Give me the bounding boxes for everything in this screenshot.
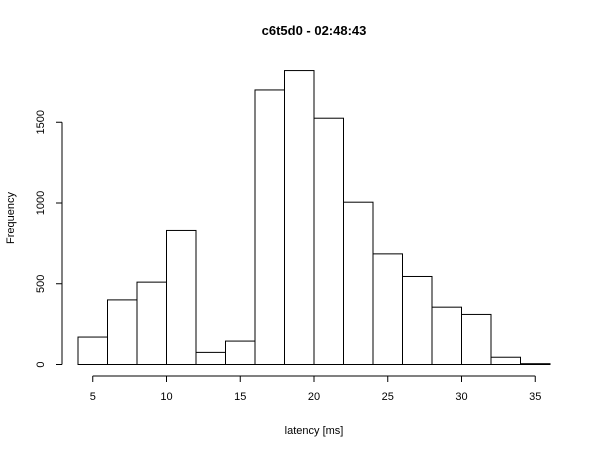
x-tick-label: 30 bbox=[455, 391, 467, 403]
x-tick-label: 5 bbox=[90, 391, 96, 403]
histogram-bar bbox=[225, 340, 256, 365]
y-tick-label: 500 bbox=[35, 275, 47, 293]
y-tick-label: 0 bbox=[35, 361, 47, 367]
x-axis: 5 10 15 20 25 30 35 bbox=[90, 375, 541, 403]
chart-title: c6t5d0 - 02:48:43 bbox=[262, 23, 367, 38]
y-tick-label: 1000 bbox=[35, 191, 47, 215]
histogram-bar bbox=[461, 313, 492, 366]
y-tick-label: 1500 bbox=[35, 110, 47, 134]
histogram-bar bbox=[402, 275, 433, 366]
histogram-bar bbox=[490, 356, 521, 366]
histogram-bar bbox=[431, 306, 462, 366]
y-axis: 0 500 1000 1500 bbox=[35, 110, 63, 368]
y-axis-label: Frequency bbox=[5, 192, 17, 244]
histogram-bar bbox=[284, 70, 315, 365]
histogram-bar bbox=[372, 253, 403, 365]
histogram-bar bbox=[343, 201, 374, 365]
histogram-bar bbox=[107, 299, 138, 365]
histogram-bar bbox=[254, 89, 285, 365]
histogram-bar bbox=[77, 336, 108, 365]
histogram-bar bbox=[166, 229, 197, 365]
x-tick-label: 20 bbox=[308, 391, 320, 403]
x-tick-label: 10 bbox=[160, 391, 172, 403]
bars-group bbox=[77, 70, 551, 366]
x-tick-label: 35 bbox=[529, 391, 541, 403]
x-axis-label: latency [ms] bbox=[285, 425, 344, 437]
histogram-bar bbox=[520, 363, 551, 366]
x-tick-label: 25 bbox=[382, 391, 394, 403]
x-tick-label: 15 bbox=[234, 391, 246, 403]
histogram-bar bbox=[313, 117, 344, 365]
histogram-bar bbox=[136, 281, 167, 366]
histogram-bar bbox=[195, 351, 226, 366]
